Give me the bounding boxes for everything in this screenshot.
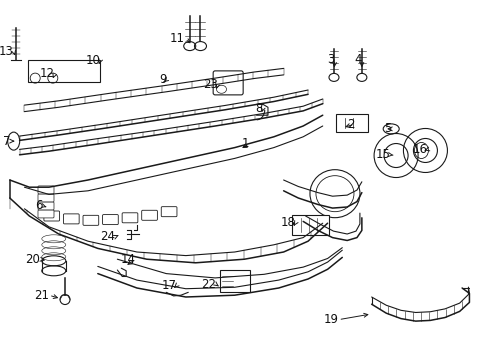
FancyBboxPatch shape — [213, 71, 243, 95]
Text: 18: 18 — [281, 216, 295, 229]
Text: 21: 21 — [34, 289, 49, 302]
Bar — [28, 60, 100, 82]
FancyBboxPatch shape — [161, 207, 177, 217]
Text: 3: 3 — [327, 53, 334, 66]
FancyBboxPatch shape — [44, 211, 60, 221]
Text: 8: 8 — [255, 102, 263, 114]
FancyBboxPatch shape — [292, 215, 329, 235]
FancyBboxPatch shape — [38, 186, 54, 194]
Text: 10: 10 — [85, 54, 100, 67]
FancyBboxPatch shape — [83, 215, 99, 225]
Text: 15: 15 — [375, 148, 389, 161]
FancyBboxPatch shape — [142, 210, 157, 220]
FancyBboxPatch shape — [63, 214, 79, 224]
Text: 5: 5 — [383, 122, 390, 135]
Text: 11: 11 — [169, 32, 184, 45]
Text: 12: 12 — [40, 67, 55, 80]
Text: 1: 1 — [242, 138, 249, 150]
FancyBboxPatch shape — [336, 114, 367, 132]
Text: 22: 22 — [201, 278, 216, 291]
FancyBboxPatch shape — [38, 210, 54, 218]
Text: 14: 14 — [121, 253, 136, 266]
Text: 17: 17 — [162, 279, 177, 292]
FancyBboxPatch shape — [38, 202, 54, 210]
Text: 7: 7 — [3, 135, 11, 148]
Text: 19: 19 — [323, 313, 338, 326]
FancyBboxPatch shape — [220, 270, 249, 292]
Text: 24: 24 — [100, 230, 115, 243]
Text: 2: 2 — [346, 118, 354, 131]
Text: 23: 23 — [203, 78, 217, 91]
FancyBboxPatch shape — [102, 215, 118, 225]
Text: 13: 13 — [0, 45, 14, 58]
Text: 6: 6 — [36, 199, 43, 212]
Text: 4: 4 — [354, 53, 361, 66]
FancyBboxPatch shape — [122, 213, 138, 223]
Text: 16: 16 — [412, 143, 427, 156]
FancyBboxPatch shape — [38, 194, 54, 202]
Text: 20: 20 — [25, 253, 40, 266]
Text: 9: 9 — [159, 73, 166, 86]
